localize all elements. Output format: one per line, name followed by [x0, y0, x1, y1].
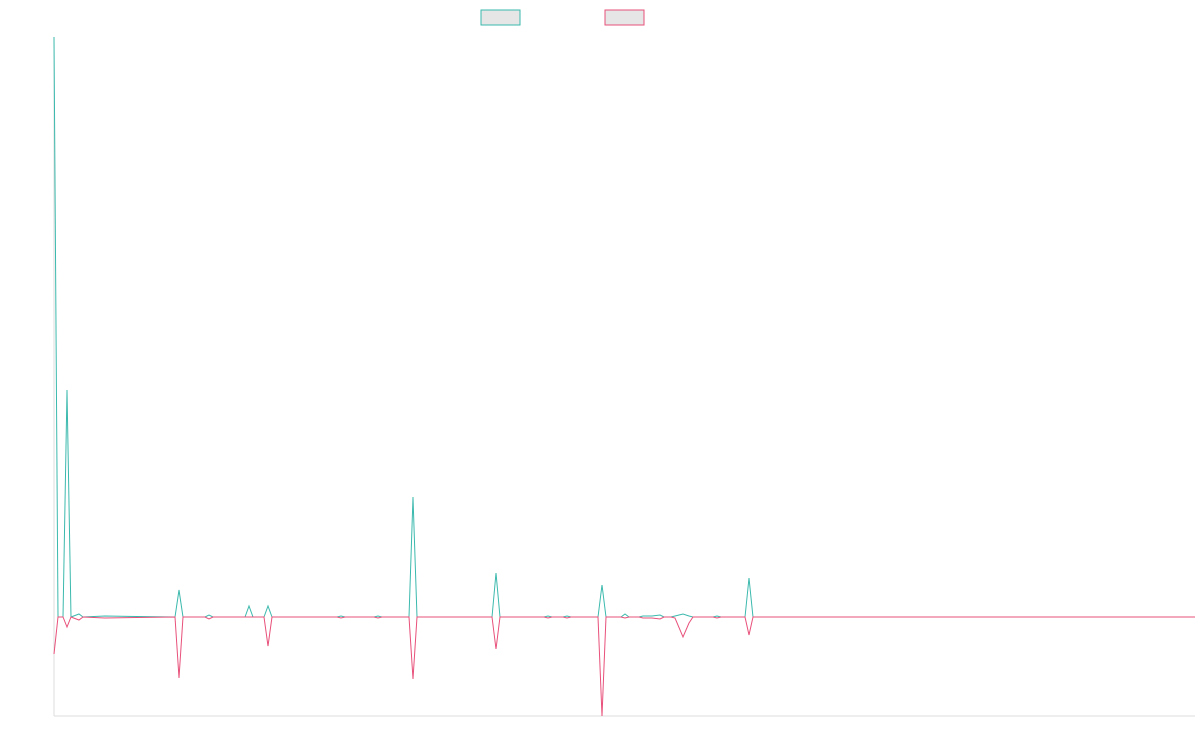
- legend-swatch[interactable]: [604, 9, 645, 26]
- legend-swatch[interactable]: [480, 9, 521, 26]
- series-line: [53, 616, 1195, 717]
- series-line: [53, 36, 1195, 618]
